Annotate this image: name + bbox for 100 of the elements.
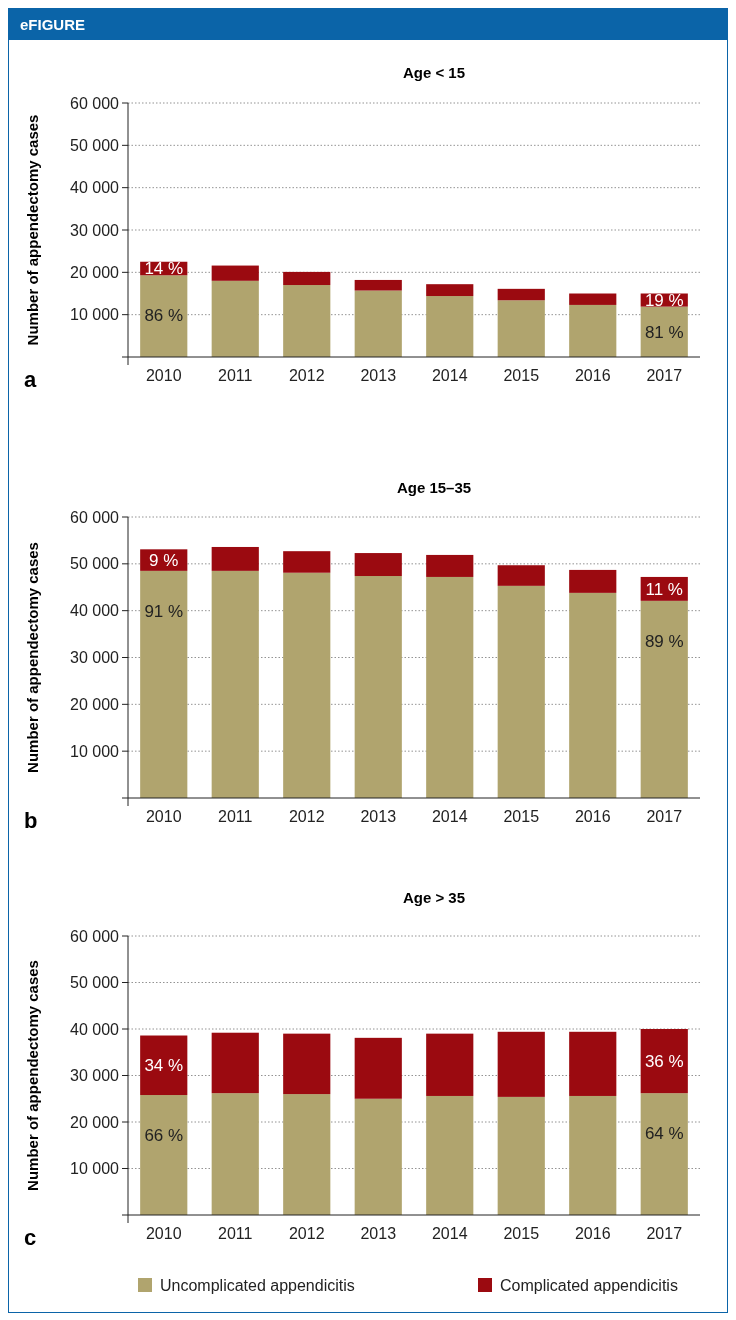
bar (569, 1031, 617, 1096)
y-tick-label: 20 000 (70, 695, 120, 713)
annotation: 81 % (644, 322, 684, 342)
x-tick-label: 2015 (503, 808, 540, 825)
bar (426, 554, 474, 577)
bar (569, 592, 617, 798)
bar (426, 296, 474, 357)
x-tick-label: 2011 (218, 367, 253, 384)
x-tick-label: 2012 (288, 367, 325, 384)
bar (354, 279, 402, 291)
bar (283, 285, 331, 357)
bar (640, 1093, 688, 1215)
y-tick-label: 60 000 (70, 508, 120, 526)
annotation: 9 % (149, 551, 179, 571)
annotation: 36 % (644, 1052, 684, 1072)
chart-title: Age 15–35 (396, 479, 472, 496)
x-tick-label: 2015 (503, 1225, 540, 1242)
bar (426, 576, 474, 798)
bar (354, 553, 402, 577)
legend-label: Complicated appendicitis (500, 1276, 678, 1294)
x-tick-label: 2010 (145, 808, 182, 825)
x-tick-label: 2014 (431, 367, 468, 384)
bar (211, 570, 259, 798)
bar (497, 1096, 545, 1215)
bar (497, 565, 545, 586)
x-tick-label: 2016 (574, 1225, 611, 1242)
y-tick-label: 40 000 (70, 602, 120, 620)
x-tick-label: 2012 (288, 808, 325, 825)
bar (354, 1037, 402, 1099)
bar (569, 293, 617, 305)
bar (569, 1095, 617, 1215)
bar (140, 570, 188, 798)
y-tick-label: 30 000 (70, 1067, 120, 1085)
y-tick-label: 60 000 (70, 94, 120, 112)
bar (283, 572, 331, 798)
bar (569, 304, 617, 357)
bar (426, 1033, 474, 1096)
x-tick-label: 2013 (360, 1225, 397, 1242)
x-tick-label: 2015 (503, 367, 540, 384)
y-tick-label: 10 000 (70, 306, 120, 324)
y-tick-label: 50 000 (70, 136, 120, 154)
x-tick-label: 2014 (431, 808, 468, 825)
x-tick-label: 2017 (646, 1225, 683, 1242)
bar (354, 290, 402, 357)
bar (497, 288, 545, 301)
y-tick-label: 30 000 (70, 649, 120, 667)
bar (211, 265, 259, 281)
annotation: 14 % (144, 259, 184, 279)
bar (640, 600, 688, 798)
x-tick-label: 2010 (145, 367, 182, 384)
chart-title: Age > 35 (402, 889, 466, 906)
bar (211, 1093, 259, 1215)
x-tick-label: 2011 (218, 808, 253, 825)
y-tick-label: 60 000 (70, 927, 120, 945)
x-tick-label: 2017 (646, 367, 683, 384)
y-tick-label: 40 000 (70, 179, 120, 197)
x-tick-label: 2016 (574, 367, 611, 384)
x-tick-label: 2012 (288, 1225, 325, 1242)
text: c (24, 1225, 37, 1250)
y-tick-label: 30 000 (70, 221, 120, 239)
x-tick-label: 2013 (360, 367, 397, 384)
bar (283, 271, 331, 286)
annotation: 19 % (644, 291, 684, 311)
bar (140, 1095, 188, 1215)
y-tick-label: 50 000 (70, 974, 120, 992)
y-axis-title: Number of appendectomy cases (24, 960, 41, 1191)
chart-title: Age < 15 (402, 64, 466, 81)
bar (283, 1033, 331, 1095)
y-tick-label: 50 000 (70, 555, 120, 573)
y-tick-label: 10 000 (70, 1160, 120, 1178)
bar (497, 300, 545, 357)
annotation: 66 % (144, 1125, 184, 1145)
bar (211, 280, 259, 357)
y-tick-label: 40 000 (70, 1020, 120, 1038)
y-tick-label: 20 000 (70, 1113, 120, 1131)
bar (140, 275, 188, 357)
y-axis-title: Number of appendectomy cases (24, 542, 41, 773)
bar (354, 1098, 402, 1215)
bar (426, 1095, 474, 1215)
x-tick-label: 2017 (646, 808, 683, 825)
bar (569, 569, 617, 593)
bar (140, 1035, 188, 1096)
annotation: 34 % (144, 1056, 184, 1076)
bar (211, 1032, 259, 1094)
annotation: 89 % (644, 631, 684, 651)
text: b (24, 808, 38, 833)
annotation: 86 % (144, 306, 184, 326)
y-tick-label: 10 000 (70, 742, 120, 760)
bar (640, 1029, 688, 1094)
x-tick-label: 2013 (360, 808, 397, 825)
x-tick-label: 2011 (218, 1225, 253, 1242)
bar (354, 576, 402, 798)
y-axis-title: Number of appendectomy cases (24, 114, 41, 346)
bar (497, 1031, 545, 1097)
annotation: 64 % (644, 1124, 684, 1144)
legend-label: Uncomplicated appendicitis (160, 1276, 355, 1294)
x-tick-label: 2014 (431, 1225, 468, 1242)
bar (211, 546, 259, 571)
text: a (24, 367, 37, 392)
x-tick-label: 2016 (574, 808, 611, 825)
